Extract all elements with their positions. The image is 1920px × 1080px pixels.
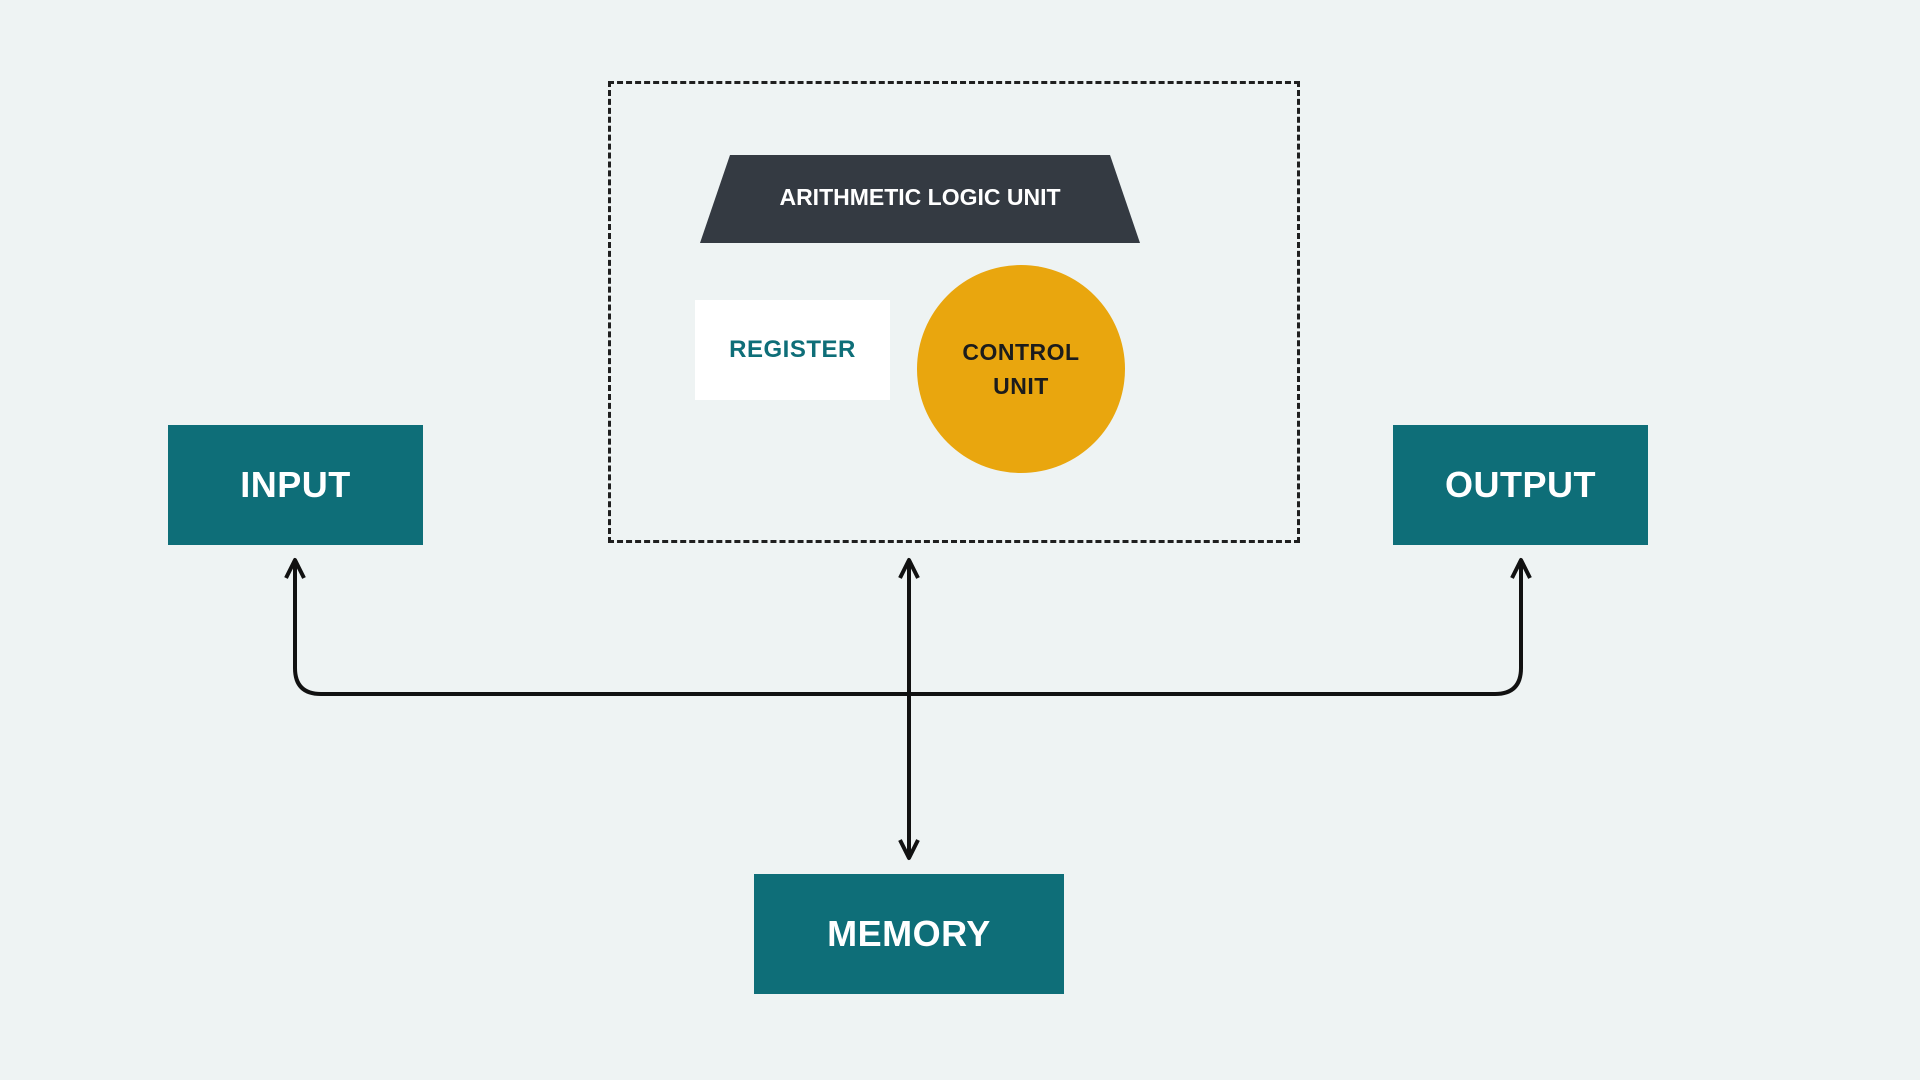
- bus-path: [295, 560, 1521, 694]
- memory-node: MEMORY: [754, 874, 1064, 994]
- register-node: REGISTER: [695, 300, 890, 400]
- alu-label: ARITHMETIC LOGIC UNIT: [779, 184, 1060, 210]
- arrowhead: [286, 560, 304, 578]
- control-unit-label: CONTROL UNIT: [962, 335, 1079, 403]
- arrowhead: [900, 840, 918, 858]
- output-label: OUTPUT: [1445, 464, 1596, 506]
- control-unit-label-line2: UNIT: [962, 369, 1079, 403]
- register-label: REGISTER: [729, 336, 856, 364]
- arrowhead: [900, 560, 918, 578]
- output-node: OUTPUT: [1393, 425, 1648, 545]
- memory-label: MEMORY: [827, 913, 991, 955]
- diagram-canvas: ARITHMETIC LOGIC UNIT REGISTER CONTROL U…: [0, 0, 1920, 1080]
- control-unit-node: CONTROL UNIT: [917, 265, 1125, 473]
- control-unit-label-line1: CONTROL: [962, 335, 1079, 369]
- arrowhead: [1512, 560, 1530, 578]
- input-label: INPUT: [240, 464, 351, 506]
- alu-node: ARITHMETIC LOGIC UNIT: [700, 155, 1140, 243]
- input-node: INPUT: [168, 425, 423, 545]
